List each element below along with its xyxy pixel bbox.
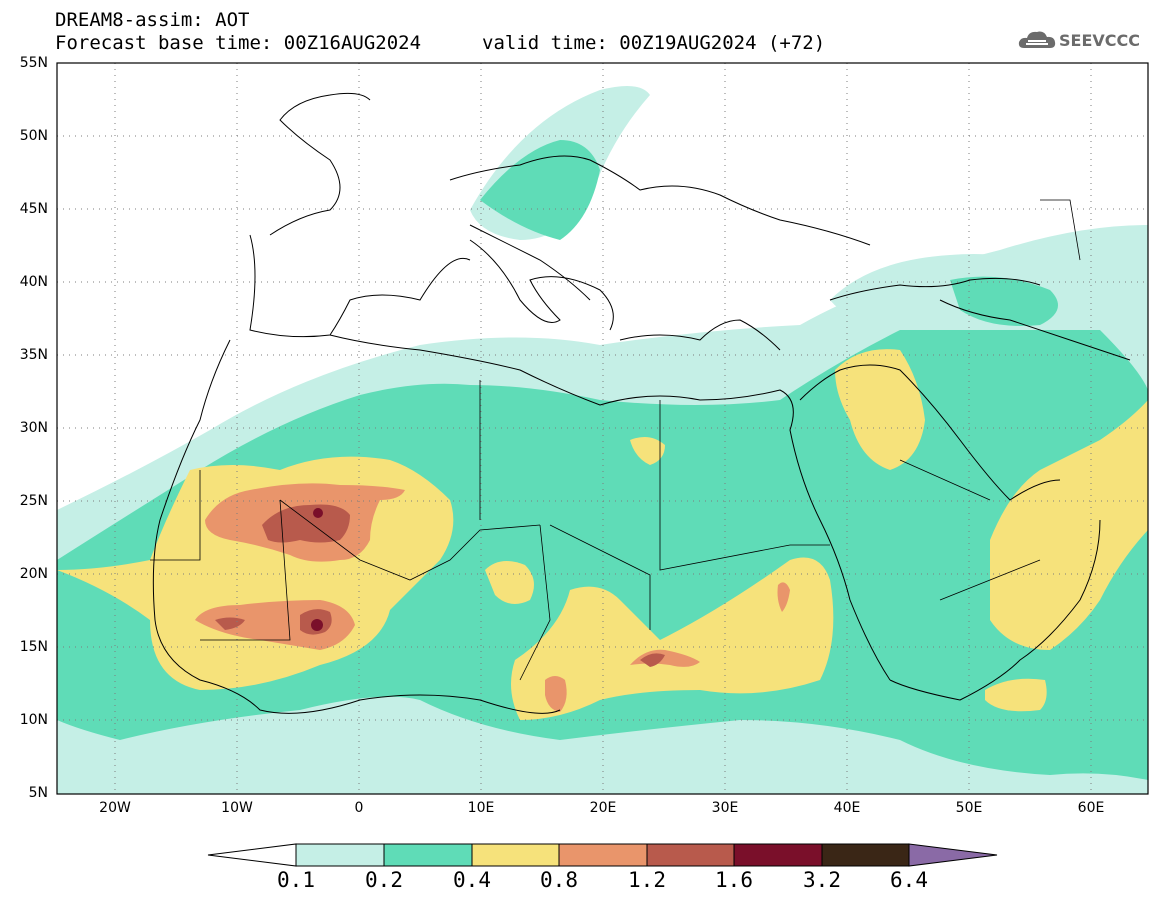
product-title: DREAM8-assim: AOT [55, 9, 250, 31]
colorbar-tick: 1.2 [628, 868, 666, 892]
lat-label: 55N [19, 55, 48, 71]
lat-label: 45N [19, 201, 48, 217]
colorbar-tick: 0.1 [277, 868, 315, 892]
lat-label: 30N [19, 420, 48, 436]
lat-label: 50N [19, 128, 48, 144]
lon-label: 60E [1077, 800, 1105, 816]
lat-label: 35N [19, 347, 48, 363]
colorbar-tick: 1.6 [715, 868, 753, 892]
cloud-icon [1018, 31, 1056, 48]
lat-label: 20N [19, 566, 48, 582]
lon-label: 20W [99, 800, 131, 816]
lat-label: 40N [19, 274, 48, 290]
lat-label: 15N [19, 639, 48, 655]
lon-label: 0 [354, 800, 364, 816]
lat-label: 10N [19, 712, 48, 728]
lat-label: 25N [19, 493, 48, 509]
base-time: Forecast base time: 00Z16AUG2024 [55, 32, 422, 54]
colorbar-tick: 0.2 [365, 868, 403, 892]
lon-label: 10W [221, 800, 253, 816]
lat-label: 5N [28, 785, 48, 801]
lon-label: 20E [589, 800, 617, 816]
valid-time: valid time: 00Z19AUG2024 (+72) [482, 32, 826, 54]
lon-label: 40E [833, 800, 861, 816]
logo-text: SEEVCCC [1059, 31, 1140, 50]
colorbar-tick: 0.4 [453, 868, 491, 892]
lon-label: 30E [711, 800, 739, 816]
lon-label: 50E [955, 800, 983, 816]
colorbar-tick: 6.4 [890, 868, 928, 892]
lon-label: 10E [467, 800, 495, 816]
colorbar-tick: 3.2 [803, 868, 841, 892]
colorbar-tick: 0.8 [540, 868, 578, 892]
